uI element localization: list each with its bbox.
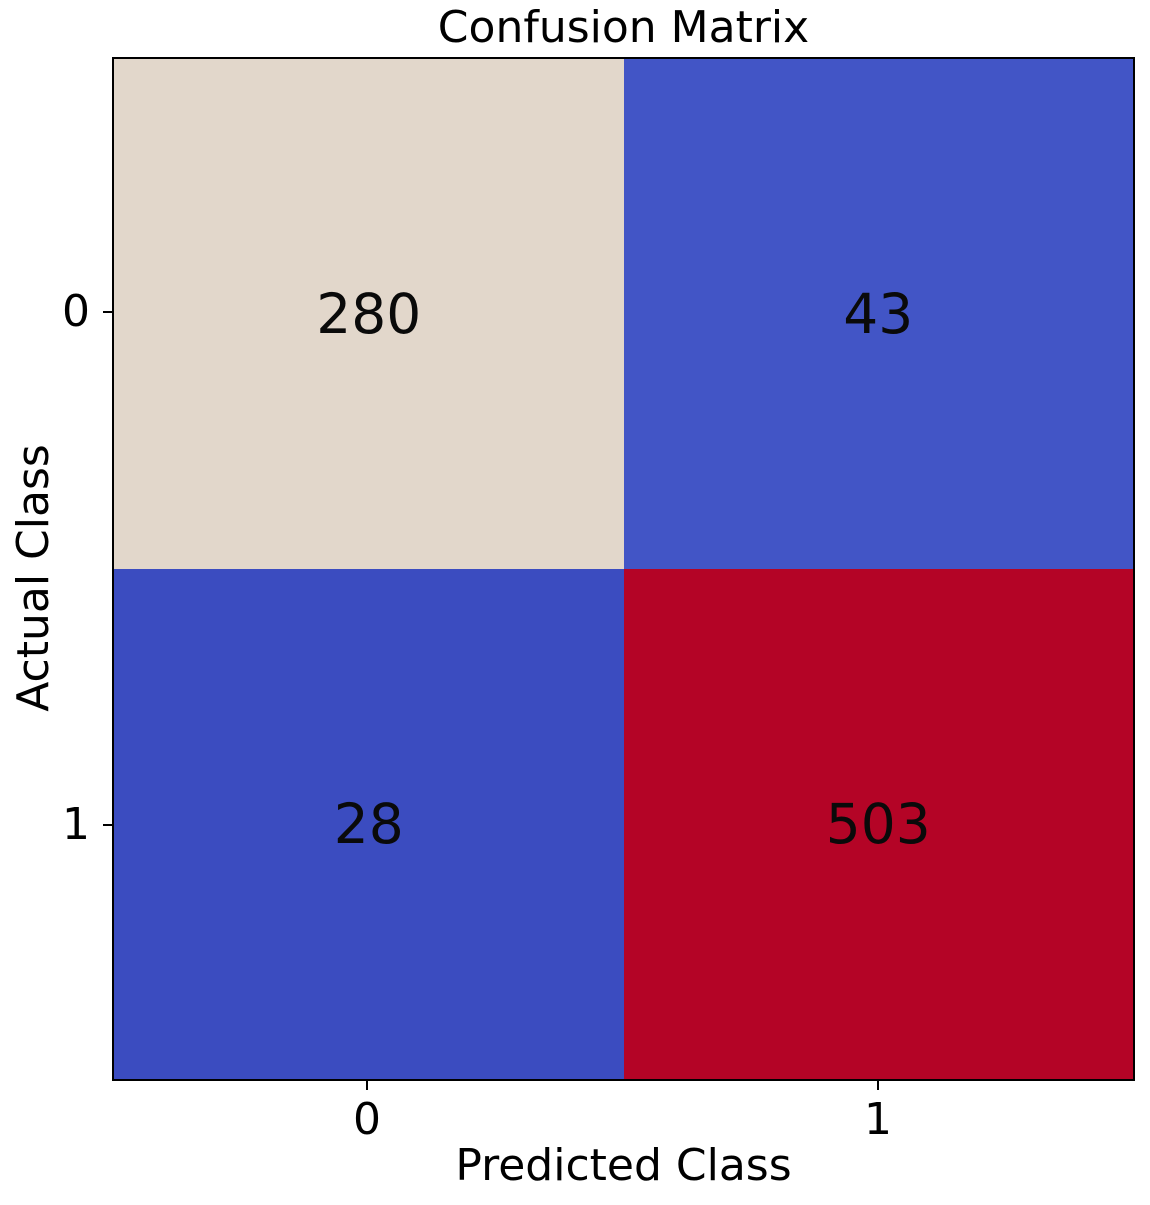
y-tick-mark-1 bbox=[103, 824, 112, 826]
x-axis-label: Predicted Class bbox=[455, 1140, 792, 1191]
x-tick-mark-0 bbox=[366, 1081, 368, 1090]
x-tick-mark-1 bbox=[877, 1081, 879, 1090]
cell-value-false-negative: 28 bbox=[333, 791, 404, 856]
matrix-cell-actual1-predicted0: 28 bbox=[114, 569, 624, 1079]
y-tick-label-1: 1 bbox=[62, 799, 90, 850]
x-tick-label-0: 0 bbox=[353, 1094, 381, 1145]
matrix-cell-actual0-predicted0: 280 bbox=[114, 59, 624, 569]
y-axis-label: Actual Class bbox=[8, 444, 59, 712]
y-tick-mark-0 bbox=[103, 311, 112, 313]
plot-area: 280 43 28 503 bbox=[112, 57, 1135, 1081]
x-tick-label-1: 1 bbox=[864, 1094, 892, 1145]
matrix-cell-actual0-predicted1: 43 bbox=[623, 59, 1133, 569]
heatmap-grid: 280 43 28 503 bbox=[114, 59, 1133, 1079]
matrix-cell-actual1-predicted1: 503 bbox=[623, 569, 1133, 1079]
cell-value-true-positive: 503 bbox=[825, 791, 931, 856]
cell-value-false-positive: 43 bbox=[843, 281, 914, 346]
cell-value-true-negative: 280 bbox=[316, 281, 422, 346]
y-tick-label-0: 0 bbox=[62, 286, 90, 337]
chart-title: Confusion Matrix bbox=[437, 2, 810, 53]
